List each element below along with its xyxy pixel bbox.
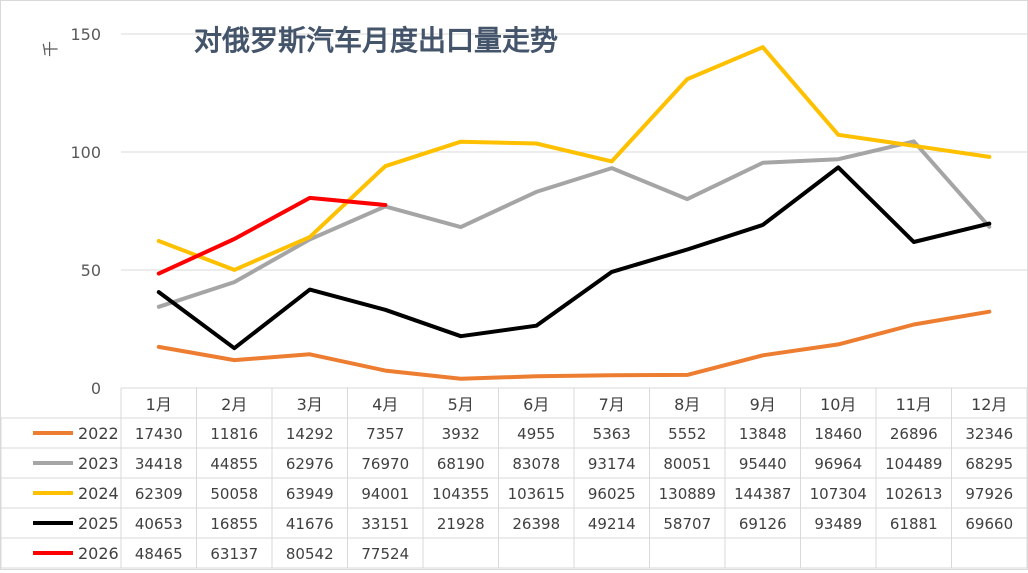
- legend-label: 2025: [78, 514, 119, 533]
- data-cell: 40653: [135, 515, 183, 533]
- data-cell: 96025: [588, 485, 636, 503]
- data-cell: 5552: [668, 425, 706, 443]
- series-line-2023: [156, 139, 992, 309]
- data-cell: 14292: [286, 425, 334, 443]
- data-cell: 58707: [663, 515, 711, 533]
- data-cell: 18460: [814, 425, 862, 443]
- legend-label: 2022: [78, 424, 119, 443]
- category-label: 1月: [146, 395, 172, 414]
- data-cell: 80542: [286, 545, 334, 563]
- data-cell: 107304: [810, 485, 867, 503]
- category-label: 9月: [750, 395, 776, 414]
- y-tick-label: 0: [91, 379, 101, 398]
- data-cell: 93174: [588, 455, 636, 473]
- data-cell: 68295: [965, 455, 1013, 473]
- category-label: 10月: [820, 395, 856, 414]
- y-axis-ticks: 0 50 100 150: [70, 25, 101, 398]
- data-cell: 80051: [663, 455, 711, 473]
- data-cell: 93489: [814, 515, 862, 533]
- series-line-2022: [156, 309, 992, 381]
- series-line-2025: [156, 165, 992, 351]
- data-cell: 77524: [361, 545, 409, 563]
- y-tick-label: 100: [70, 143, 101, 162]
- data-cell: 62976: [286, 455, 334, 473]
- data-cell: 50058: [210, 485, 258, 503]
- data-cell: 34418: [135, 455, 183, 473]
- data-cell: 96964: [814, 455, 862, 473]
- series-lines: [156, 45, 992, 381]
- gridlines: [121, 33, 1027, 389]
- y-tick-label: 150: [70, 25, 101, 44]
- data-cell: 97926: [965, 485, 1013, 503]
- data-cell: 49214: [588, 515, 636, 533]
- data-cell: 76970: [361, 455, 409, 473]
- data-cell: 32346: [965, 425, 1013, 443]
- category-label: 3月: [297, 395, 323, 414]
- data-cell: 69660: [965, 515, 1013, 533]
- data-cell: 104355: [432, 485, 489, 503]
- data-cell: 26896: [890, 425, 938, 443]
- data-cell: 7357: [366, 425, 404, 443]
- data-cell: 48465: [135, 545, 183, 563]
- data-cell: 144387: [734, 485, 791, 503]
- data-cell: 69126: [739, 515, 787, 533]
- y-tick-label: 50: [81, 261, 101, 280]
- data-cell: 94001: [361, 485, 409, 503]
- chart-title: 对俄罗斯汽车月度出口量走势: [194, 24, 558, 57]
- category-label: 4月: [372, 395, 398, 414]
- category-label: 2月: [221, 395, 247, 414]
- category-label: 8月: [674, 395, 700, 414]
- data-cell: 62309: [135, 485, 183, 503]
- data-cell: 104489: [885, 455, 942, 473]
- data-cell: 103615: [508, 485, 565, 503]
- data-cell: 26398: [512, 515, 560, 533]
- legend-label: 2024: [78, 484, 119, 503]
- data-cell: 61881: [890, 515, 938, 533]
- category-label: 6月: [523, 395, 549, 414]
- data-cell: 83078: [512, 455, 560, 473]
- data-cell: 63137: [210, 545, 258, 563]
- data-cell: 102613: [885, 485, 942, 503]
- data-cell: 13848: [739, 425, 787, 443]
- category-label: 11月: [896, 395, 932, 414]
- data-cell: 16855: [210, 515, 258, 533]
- data-table: 1月 2月 3月 4月 5月 6月 7月 8月 9月 10月 11月 12月 2022 17430 1181…: [0, 387, 1028, 569]
- data-cell: 130889: [659, 485, 716, 503]
- legend-label: 2023: [78, 454, 119, 473]
- category-label: 12月: [971, 395, 1007, 414]
- series-line-2024: [156, 45, 992, 272]
- y-axis-unit: 千: [41, 41, 60, 57]
- legend-label: 2026: [78, 544, 119, 563]
- category-label: 5月: [448, 395, 474, 414]
- data-cell: 5363: [593, 425, 631, 443]
- data-cell: 63949: [286, 485, 334, 503]
- data-cell: 68190: [437, 455, 485, 473]
- data-cell: 4955: [517, 425, 555, 443]
- data-cell: 44855: [210, 455, 258, 473]
- data-cell: 17430: [135, 425, 183, 443]
- series-line-2026: [156, 195, 388, 276]
- data-cell: 21928: [437, 515, 485, 533]
- category-label: 7月: [599, 395, 625, 414]
- data-cell: 33151: [361, 515, 409, 533]
- data-cell: 3932: [442, 425, 480, 443]
- data-cell: 41676: [286, 515, 334, 533]
- data-cell: 11816: [210, 425, 258, 443]
- data-cell: 95440: [739, 455, 787, 473]
